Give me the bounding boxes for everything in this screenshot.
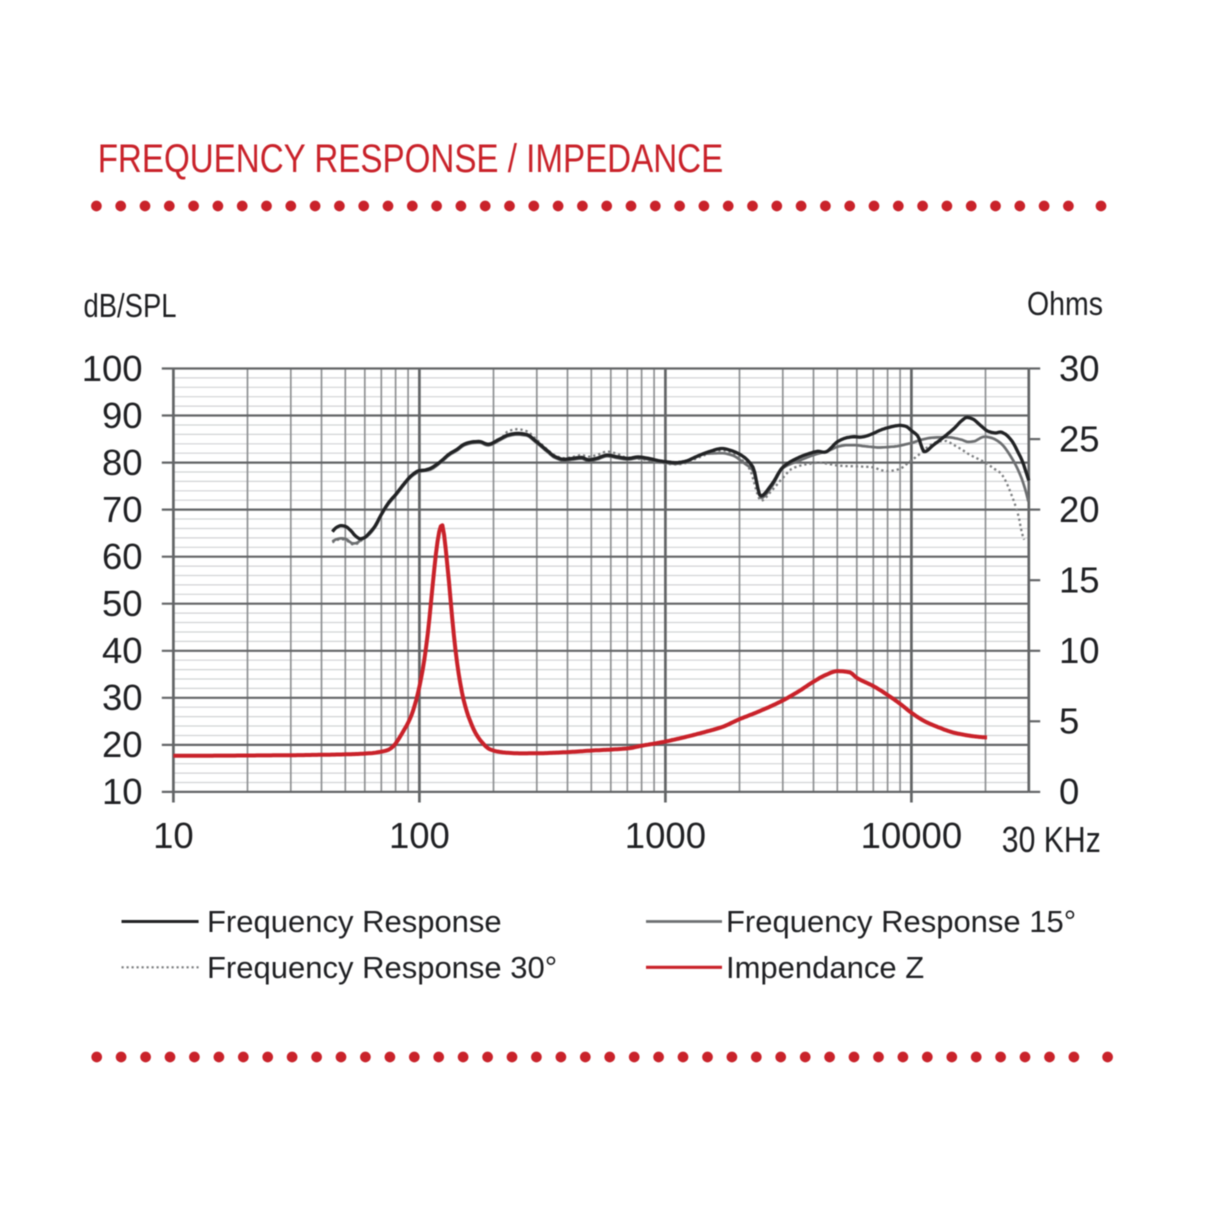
svg-text:30: 30 (102, 677, 143, 718)
svg-text:10: 10 (1059, 630, 1100, 671)
svg-text:25: 25 (1059, 418, 1100, 459)
svg-text:Frequency Response 15°: Frequency Response 15° (726, 904, 1076, 939)
svg-text:100: 100 (389, 815, 450, 856)
svg-text:10000: 10000 (861, 815, 963, 856)
svg-text:30: 30 (1059, 348, 1100, 389)
svg-text:5: 5 (1059, 701, 1079, 742)
svg-text:1000: 1000 (625, 815, 706, 856)
svg-text:30 KHz: 30 KHz (1002, 819, 1101, 860)
svg-text:100: 100 (82, 348, 143, 389)
svg-text:dB/SPL: dB/SPL (84, 287, 177, 324)
svg-text:Frequency Response: Frequency Response (207, 904, 502, 939)
svg-text:20: 20 (1059, 489, 1100, 530)
svg-text:10: 10 (102, 771, 143, 812)
svg-text:Frequency Response 30°: Frequency Response 30° (207, 950, 557, 985)
svg-text:FREQUENCY RESPONSE / IMPEDANCE: FREQUENCY RESPONSE / IMPEDANCE (98, 137, 724, 181)
svg-text:Ohms: Ohms (1027, 285, 1103, 322)
svg-text:60: 60 (102, 536, 143, 577)
svg-text:0: 0 (1059, 771, 1079, 812)
svg-text:20: 20 (102, 724, 143, 765)
svg-text:15: 15 (1059, 560, 1100, 601)
svg-text:70: 70 (102, 489, 143, 530)
svg-text:80: 80 (102, 442, 143, 483)
svg-text:90: 90 (102, 395, 143, 436)
svg-text:Impendance Z: Impendance Z (726, 950, 924, 985)
svg-text:50: 50 (102, 583, 143, 624)
svg-text:10: 10 (153, 815, 194, 856)
svg-text:40: 40 (102, 630, 143, 671)
